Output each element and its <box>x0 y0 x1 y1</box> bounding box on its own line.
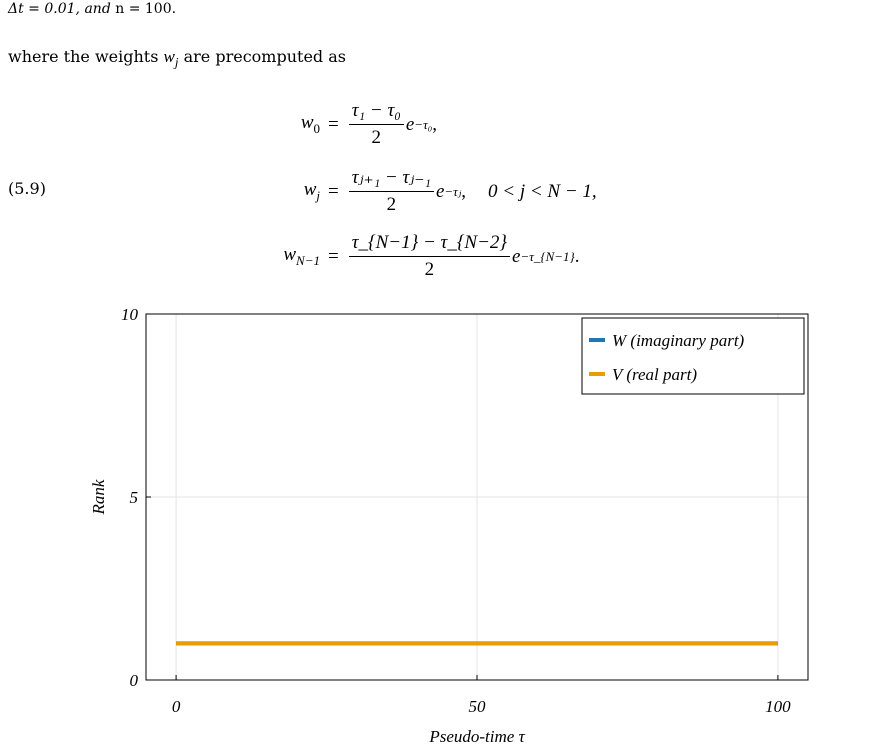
y-tick-label: 0 <box>130 671 139 690</box>
legend-label: V (real part) <box>612 365 697 384</box>
top-line: Δt = 0.01, and n = 100. <box>8 1 176 17</box>
eq2-denominator: 2 <box>424 259 435 280</box>
eq0-exponent: −τ₀ <box>414 116 433 132</box>
paragraph-var-sub: j <box>174 54 179 70</box>
y-tick-label: 10 <box>121 305 139 324</box>
eq1-tail: , <box>461 180 466 202</box>
eq0-numerator: τ₁ − τ₀ <box>348 100 404 125</box>
eq2-numerator: τ_{N−1} − τ_{N−2} <box>348 232 511 257</box>
equation-wN1: wN−1 = τ_{N−1} − τ_{N−2} 2 e −τ_{N−1}. <box>283 232 580 281</box>
eq0-factor: e <box>405 113 415 135</box>
paragraph-var: w <box>163 47 175 66</box>
top-line-math: Δt = 0.01, <box>8 1 80 17</box>
equation-wj: wj = τⱼ₊₁ − τⱼ₋₁ 2 e −τⱼ, 0 < j < N − 1, <box>303 167 597 216</box>
legend-label: W (imaginary part) <box>612 331 745 350</box>
eq1-lhs-sub: j <box>316 187 320 203</box>
eq2-factor: e <box>512 245 521 267</box>
eq0-lhs-sub: 0 <box>313 120 321 136</box>
eq0-lhs: w <box>300 112 314 134</box>
eq2-lhs-sub: N−1 <box>296 252 320 268</box>
paragraph-suffix: are precomputed as <box>183 47 346 66</box>
top-line-n: n = 100. <box>115 1 177 17</box>
legend-box <box>581 317 805 395</box>
rank-chart: 0 50 100 0 5 10 Pseudo-time τ Rank W (imagina… <box>89 305 809 746</box>
chart-ticks: 0 50 100 0 5 10 <box>121 305 791 716</box>
eq1-denominator: 2 <box>386 194 397 215</box>
eq0-tail: , <box>432 113 437 135</box>
x-axis-label: Pseudo-time τ <box>428 727 525 746</box>
x-tick-label: 100 <box>765 697 791 716</box>
equation-number: (5.9) <box>8 179 46 198</box>
x-tick-label: 50 <box>469 697 487 716</box>
eq0-denominator: 2 <box>371 127 382 148</box>
eq2-lhs: w <box>283 244 297 266</box>
eq1-fraction: τⱼ₊₁ − τⱼ₋₁ 2 <box>348 167 434 216</box>
eq2-fraction: τ_{N−1} − τ_{N−2} 2 <box>348 232 511 281</box>
eq2-tail: . <box>574 245 580 267</box>
eq1-lhs: w <box>303 179 317 201</box>
y-tick-label: 5 <box>130 488 139 507</box>
eq1-numerator: τⱼ₊₁ − τⱼ₋₁ <box>348 167 434 192</box>
eq1-factor: e <box>435 180 445 202</box>
top-line-and: and <box>84 1 111 17</box>
chart-legend: W (imaginary part) V (real part) <box>581 317 805 395</box>
eq1-condition: 0 < j < N − 1, <box>488 180 597 202</box>
eq1-exponent: −τⱼ <box>444 183 462 199</box>
equation-w0: w0 = τ₁ − τ₀ 2 e −τ₀, <box>300 100 437 149</box>
x-tick-label: 0 <box>172 697 181 716</box>
eq0-fraction: τ₁ − τ₀ 2 <box>348 100 404 149</box>
eq2-exponent: −τ_{N−1} <box>520 248 575 264</box>
paragraph-prefix: where the weights <box>8 47 159 66</box>
y-axis-label: Rank <box>89 479 108 515</box>
paragraph: where the weights wj are precomputed as <box>8 47 346 70</box>
